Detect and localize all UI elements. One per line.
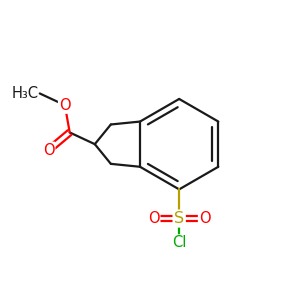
Text: Cl: Cl [172,236,186,250]
Text: S: S [174,211,184,226]
Text: O: O [148,211,159,226]
Text: O: O [43,143,54,158]
Text: O: O [59,98,71,113]
Text: H₃C: H₃C [11,86,38,101]
Text: O: O [199,211,211,226]
